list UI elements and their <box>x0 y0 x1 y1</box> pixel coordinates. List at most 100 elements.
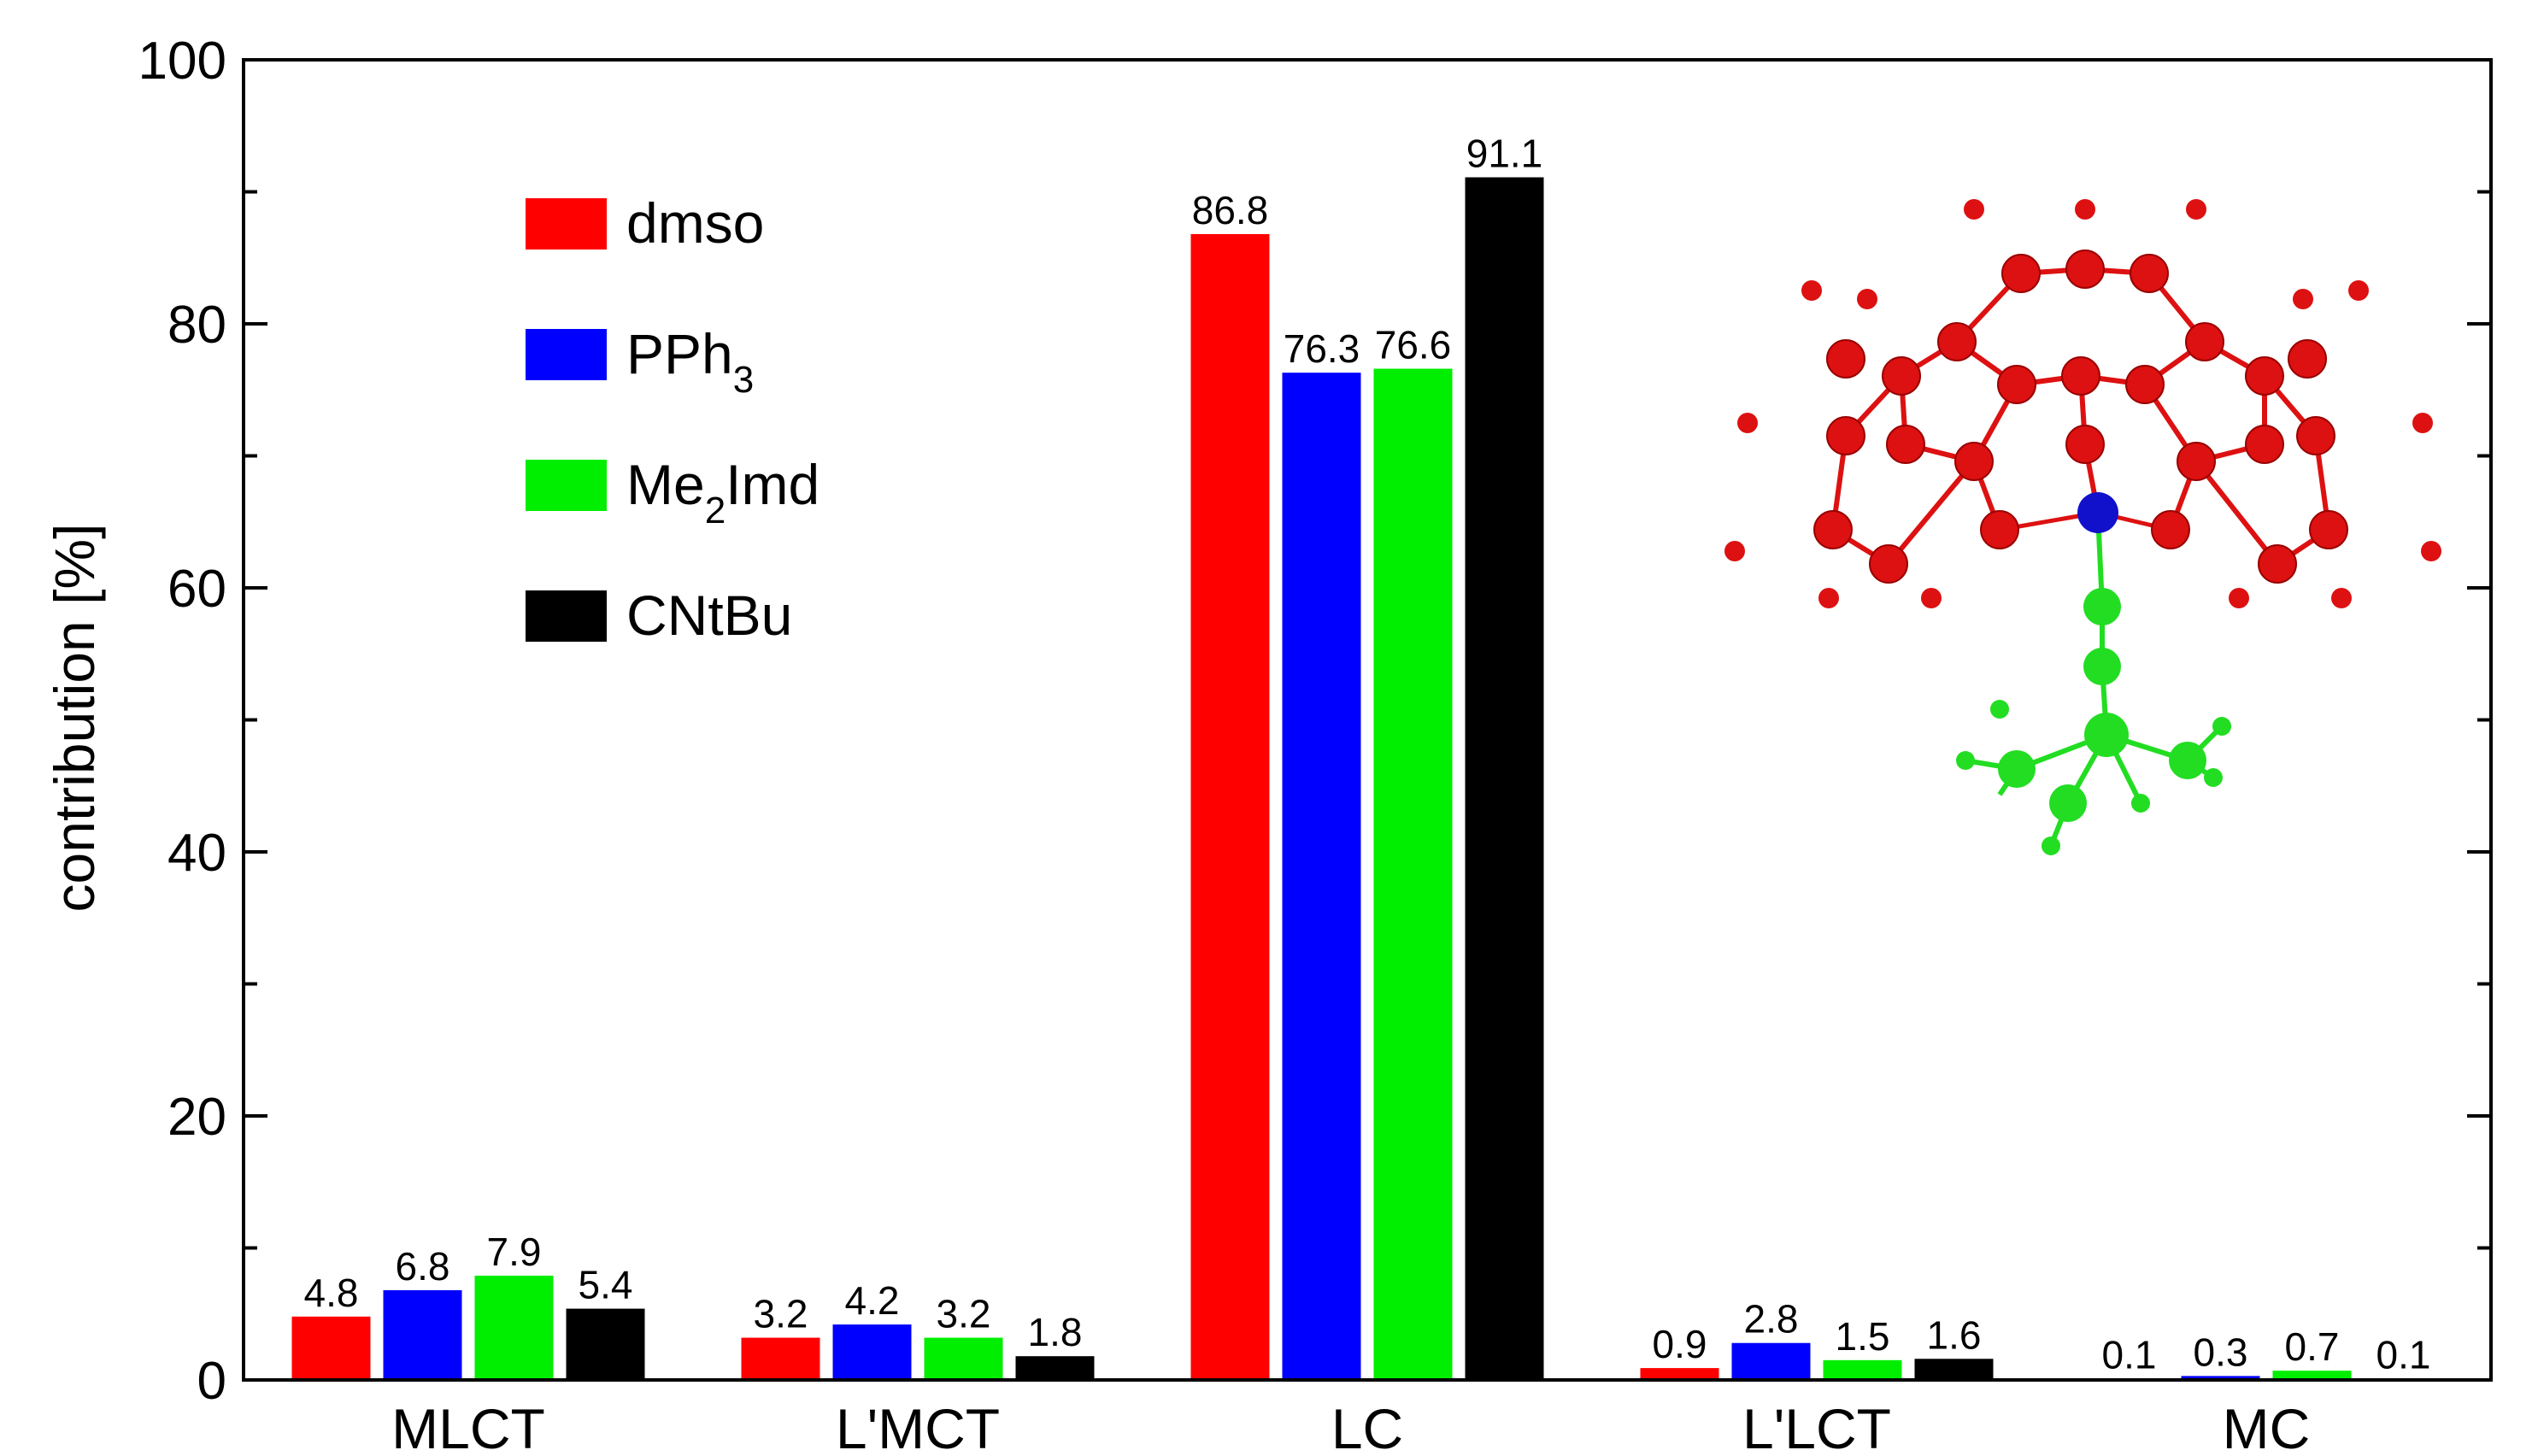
molecule-atom <box>2177 442 2216 481</box>
legend-swatch <box>526 329 607 380</box>
legend-swatch <box>526 460 607 511</box>
molecule-hydrogen <box>2204 768 2223 787</box>
bar-Me2Imd-4 <box>1823 1359 1902 1380</box>
molecule-hydrogen <box>2293 289 2313 309</box>
molecule-hydrogen <box>2186 199 2206 220</box>
legend-label: Me2Imd <box>626 453 820 531</box>
data-label: 3.2 <box>937 1292 991 1336</box>
molecule-atom <box>2185 322 2224 361</box>
legend-swatch <box>526 198 607 250</box>
x-tick-label: MC <box>2223 1397 2311 1456</box>
x-tick-label: L'MCT <box>836 1397 1000 1456</box>
molecule-atom <box>1882 356 1921 396</box>
molecule-hydrogen <box>1956 751 1975 770</box>
molecule-atom <box>2169 742 2206 779</box>
bar-PPh3-4 <box>1731 1342 1811 1380</box>
legend-label-main: Me <box>626 453 705 516</box>
molecule-atom <box>1980 510 2019 549</box>
data-label: 3.2 <box>754 1292 808 1336</box>
bar-PPh3-3 <box>1282 373 1361 1380</box>
molecule-atom <box>2049 784 2087 822</box>
molecule-hydrogen <box>1818 588 1839 608</box>
y-tick-label: 40 <box>167 824 226 883</box>
molecule-hydrogen <box>2412 413 2433 433</box>
legend-item-PPh3: PPh3 <box>526 322 754 401</box>
molecule-hydrogen <box>1737 413 1758 433</box>
data-label: 0.1 <box>2376 1332 2431 1377</box>
legend-label-subscript: 3 <box>733 359 754 401</box>
molecule-atom <box>1998 750 2036 788</box>
y-tick-label: 20 <box>167 1088 226 1147</box>
y-tick-label: 60 <box>167 560 226 619</box>
data-label: 0.3 <box>2194 1330 2248 1374</box>
bar-Me2Imd-5 <box>2272 1371 2352 1380</box>
molecule-hydrogen <box>1801 280 1822 301</box>
x-tick-label: LC <box>1331 1397 1403 1456</box>
legend-label: PPh3 <box>626 322 754 401</box>
molecule-hydrogen <box>2331 588 2352 608</box>
molecule-hydrogen <box>2421 541 2441 561</box>
molecule-atom <box>1869 544 1908 584</box>
molecule-atom <box>2151 510 2190 549</box>
x-tick-label: L'LCT <box>1742 1397 1891 1456</box>
molecule-atom <box>1826 339 1865 379</box>
data-label: 0.1 <box>2102 1332 2157 1377</box>
molecule-atom <box>2125 365 2165 404</box>
molecule-hydrogen <box>2075 199 2095 220</box>
molecule-hydrogen <box>1724 541 1745 561</box>
legend-label-main: CNtBu <box>626 584 792 647</box>
legend-label-subscript: 2 <box>705 490 726 531</box>
data-label: 1.6 <box>1927 1312 1982 1357</box>
molecule-hydrogen <box>2348 280 2369 301</box>
molecule-hydrogen <box>1921 588 1942 608</box>
bar-dmso-4 <box>1640 1368 1719 1380</box>
bar-Me2Imd-1 <box>474 1275 554 1380</box>
data-label: 76.3 <box>1284 326 1360 371</box>
molecule-atom <box>1826 416 1865 455</box>
bar-dmso-3 <box>1190 233 1270 1381</box>
axes-layer: MLCT L'MCT LC L'LCT MC 0 20 40 60 80 100 <box>138 32 2493 1456</box>
bar-Me2Imd-3 <box>1373 368 1453 1380</box>
bar-Me2Imd-2 <box>924 1337 1003 1380</box>
bar-PPh3-1 <box>383 1289 462 1380</box>
data-label: 4.8 <box>304 1271 359 1315</box>
data-label: 91.1 <box>1466 132 1543 176</box>
molecule-hydrogen <box>1990 700 2009 719</box>
molecule-atom <box>2288 339 2327 379</box>
molecule-hydrogen <box>2229 588 2249 608</box>
molecule-atom <box>2309 510 2348 549</box>
molecule-atom <box>2084 713 2129 757</box>
bars-layer <box>291 177 2443 1381</box>
molecule-atom <box>1954 442 1994 481</box>
data-label: 0.9 <box>1653 1322 1707 1366</box>
x-tick-label: MLCT <box>391 1397 545 1456</box>
molecule-atom <box>1813 510 1853 549</box>
data-label: 76.6 <box>1375 323 1452 367</box>
legend-swatch <box>526 590 607 642</box>
data-label: 0.7 <box>2285 1324 2340 1369</box>
molecule-structure-icon <box>1724 199 2441 855</box>
molecule-atom <box>2296 416 2335 455</box>
molecule-atom <box>2258 544 2297 584</box>
molecule-atom <box>2061 356 2100 396</box>
data-label: 7.9 <box>487 1230 542 1274</box>
bar-PPh3-5 <box>2181 1376 2260 1380</box>
molecule-hydrogen <box>2042 837 2060 855</box>
molecule-bond <box>1886 460 1977 566</box>
legend: dmso PPh3 Me2Imd CNtBu <box>526 191 820 647</box>
molecule-atom <box>2245 356 2284 396</box>
molecule-atom <box>2083 588 2121 625</box>
bar-dmso-1 <box>291 1316 371 1380</box>
molecule-metal-atom <box>2077 492 2118 533</box>
data-label: 5.4 <box>579 1263 633 1307</box>
data-label: 1.8 <box>1028 1310 1083 1354</box>
data-label: 86.8 <box>1192 188 1269 232</box>
y-axis-title: contribution [%] <box>43 524 106 913</box>
molecule-hydrogen <box>2131 794 2150 813</box>
y-tick-label: 100 <box>138 32 226 91</box>
data-label: 1.5 <box>1836 1314 1890 1359</box>
legend-item-Me2Imd: Me2Imd <box>526 453 820 531</box>
data-label: 6.8 <box>396 1244 450 1289</box>
